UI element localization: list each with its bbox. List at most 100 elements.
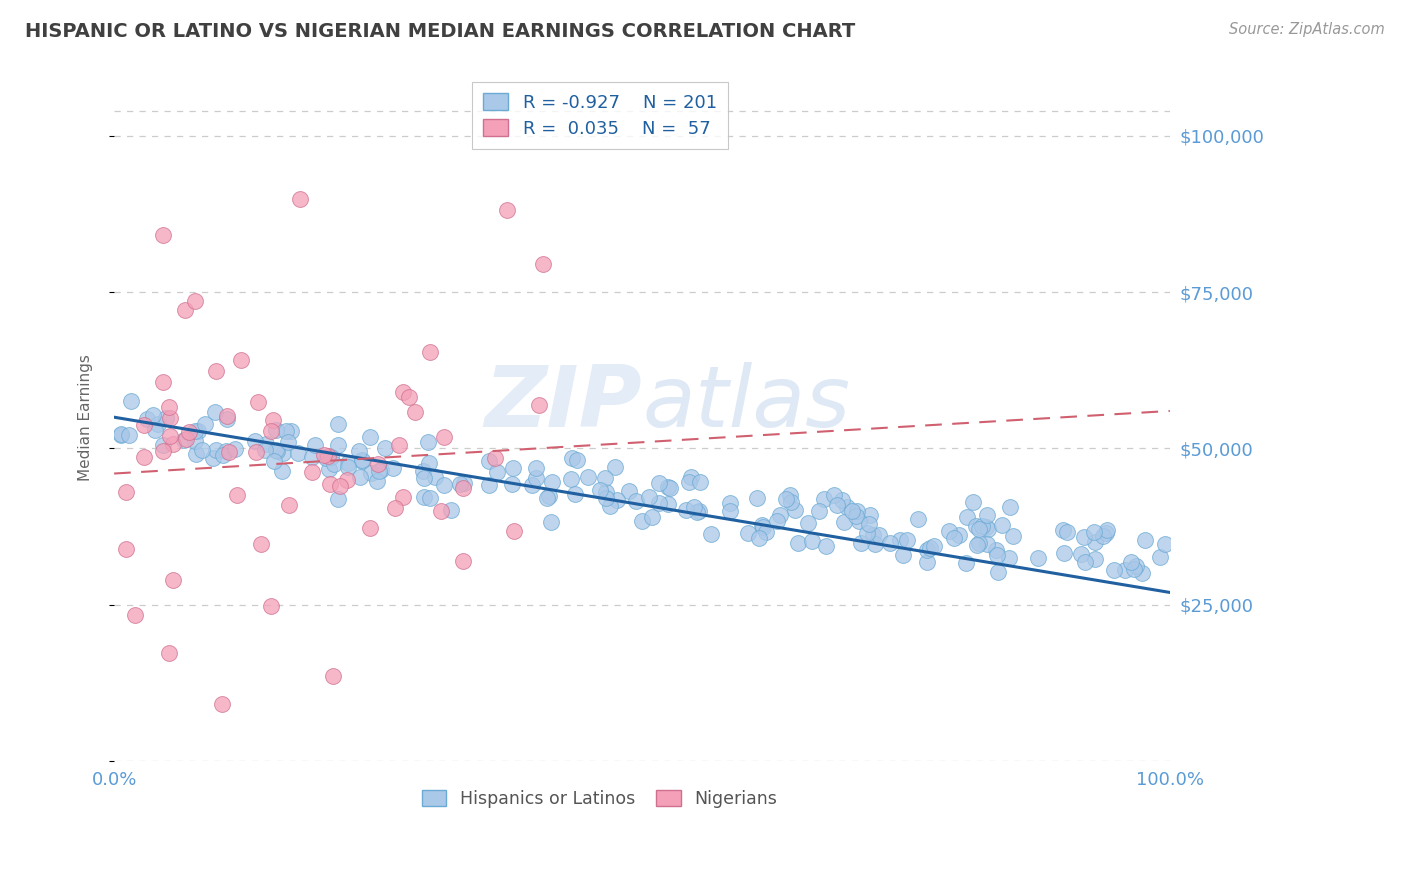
Point [815, 539, 838, 553]
Point [524, 461, 547, 475]
Point [157, 646, 180, 660]
Point [737, 525, 759, 540]
Point [211, 697, 233, 711]
Point [432, 429, 454, 443]
Point [301, 465, 323, 479]
Point [879, 536, 901, 550]
Point [194, 417, 217, 432]
Point [1074, 555, 1097, 569]
Point [254, 437, 277, 451]
Point [418, 434, 440, 449]
Point [201, 450, 224, 465]
Point [277, 435, 299, 450]
Point [801, 533, 824, 548]
Point [915, 555, 938, 569]
Point [134, 417, 156, 432]
Point [529, 398, 551, 412]
Point [1095, 523, 1118, 537]
Point [132, 450, 155, 464]
Point [263, 454, 285, 468]
Point [619, 484, 641, 499]
Legend: Hispanics or Latinos, Nigerians: Hispanics or Latinos, Nigerians [415, 782, 785, 814]
Point [922, 539, 945, 553]
Point [856, 525, 879, 540]
Point [367, 464, 389, 478]
Point [212, 449, 235, 463]
Point [176, 432, 198, 446]
Point [159, 410, 181, 425]
Point [783, 503, 806, 517]
Point [215, 409, 238, 423]
Point [560, 472, 582, 486]
Point [159, 429, 181, 443]
Point [318, 462, 340, 476]
Point [977, 522, 1000, 536]
Point [184, 424, 207, 438]
Point [700, 527, 723, 541]
Point [965, 519, 987, 533]
Point [453, 475, 475, 490]
Point [124, 607, 146, 622]
Point [915, 542, 938, 557]
Point [779, 488, 801, 502]
Point [688, 504, 710, 518]
Point [187, 424, 209, 438]
Point [907, 512, 929, 526]
Point [1149, 550, 1171, 565]
Point [1084, 551, 1107, 566]
Point [352, 453, 374, 467]
Point [891, 549, 914, 563]
Point [1125, 558, 1147, 573]
Point [718, 504, 741, 518]
Point [823, 488, 845, 502]
Point [304, 438, 326, 452]
Point [775, 491, 797, 506]
Point [501, 477, 523, 491]
Point [997, 551, 1019, 566]
Point [686, 504, 709, 518]
Point [659, 481, 682, 495]
Point [564, 486, 586, 500]
Point [319, 450, 342, 465]
Point [430, 503, 453, 517]
Point [359, 521, 381, 535]
Point [991, 518, 1014, 533]
Text: ZIP: ZIP [484, 362, 643, 445]
Point [225, 488, 247, 502]
Point [413, 471, 436, 485]
Point [120, 393, 142, 408]
Point [404, 405, 426, 419]
Point [1133, 533, 1156, 548]
Point [398, 390, 420, 404]
Point [863, 536, 886, 550]
Point [347, 444, 370, 458]
Point [503, 524, 526, 539]
Point [967, 522, 990, 536]
Point [976, 508, 998, 523]
Point [1052, 523, 1074, 537]
Point [859, 508, 882, 523]
Point [831, 493, 853, 508]
Point [998, 500, 1021, 514]
Point [745, 491, 768, 505]
Point [974, 519, 997, 533]
Point [1053, 546, 1076, 560]
Point [984, 542, 1007, 557]
Point [1154, 537, 1177, 551]
Point [245, 445, 267, 459]
Text: HISPANIC OR LATINO VS NIGERIAN MEDIAN EARNINGS CORRELATION CHART: HISPANIC OR LATINO VS NIGERIAN MEDIAN EA… [25, 22, 856, 41]
Point [152, 438, 174, 452]
Point [769, 508, 792, 523]
Point [689, 475, 711, 490]
Point [224, 442, 246, 456]
Point [359, 430, 381, 444]
Point [260, 424, 283, 438]
Point [419, 344, 441, 359]
Point [943, 532, 966, 546]
Point [531, 257, 554, 271]
Point [678, 475, 700, 490]
Point [155, 410, 177, 425]
Point [110, 428, 132, 442]
Point [606, 492, 628, 507]
Point [595, 471, 617, 485]
